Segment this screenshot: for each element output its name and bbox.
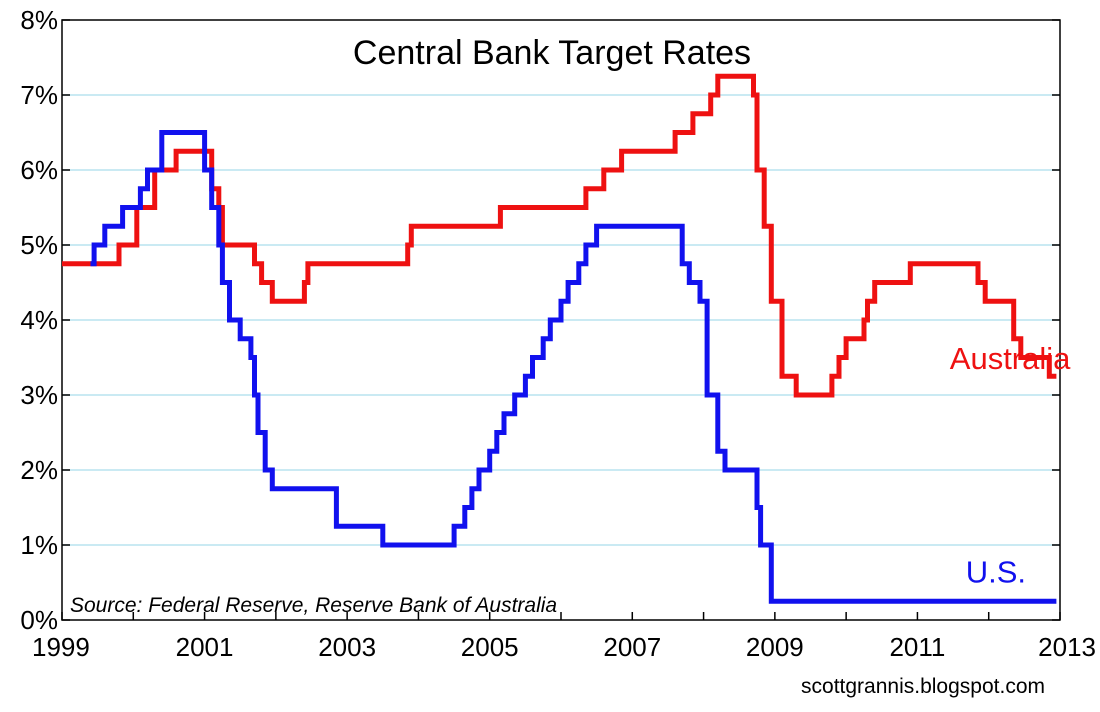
y-tick-label: 4%: [20, 305, 58, 335]
y-tick-label: 7%: [20, 80, 58, 110]
x-tick-label: 2005: [461, 632, 519, 662]
chart-title: Central Bank Target Rates: [353, 34, 751, 72]
x-tick-label: 2011: [889, 632, 945, 662]
y-tick-label: 0%: [20, 605, 58, 635]
y-axis: 0% 1% 2% 3% 4% 5% 6% 7% 8%: [20, 5, 1060, 635]
x-tick-label: 2007: [603, 632, 661, 662]
y-tick-label: 6%: [20, 155, 58, 185]
credit-text: scottgrannis.blogspot.com: [801, 675, 1045, 698]
y-tick-label: 5%: [20, 230, 58, 260]
series-label-australia: Australia: [950, 341, 1071, 376]
x-tick-label: 2003: [318, 632, 376, 662]
x-axis: 1999 2001 2003 2005 2007 2009 2011 2013: [32, 612, 1096, 662]
x-tick-label: 2001: [176, 632, 234, 662]
series-label-us: U.S.: [966, 555, 1026, 590]
series-labels: Australia U.S.: [950, 341, 1071, 590]
x-tick-label: 2013: [1038, 632, 1096, 662]
series-line-us: [90, 130, 1057, 604]
y-tick-label: 3%: [20, 380, 58, 410]
x-tick-label: 2009: [746, 632, 804, 662]
y-tick-label: 8%: [20, 5, 58, 35]
series-line-australia: [62, 73, 1057, 398]
x-tick-label: 1999: [32, 632, 90, 662]
source-note: Source: Federal Reserve, Reserve Bank of…: [70, 594, 557, 617]
y-tick-label: 2%: [20, 455, 58, 485]
series-lines: [62, 73, 1057, 604]
y-tick-label: 1%: [20, 530, 58, 560]
